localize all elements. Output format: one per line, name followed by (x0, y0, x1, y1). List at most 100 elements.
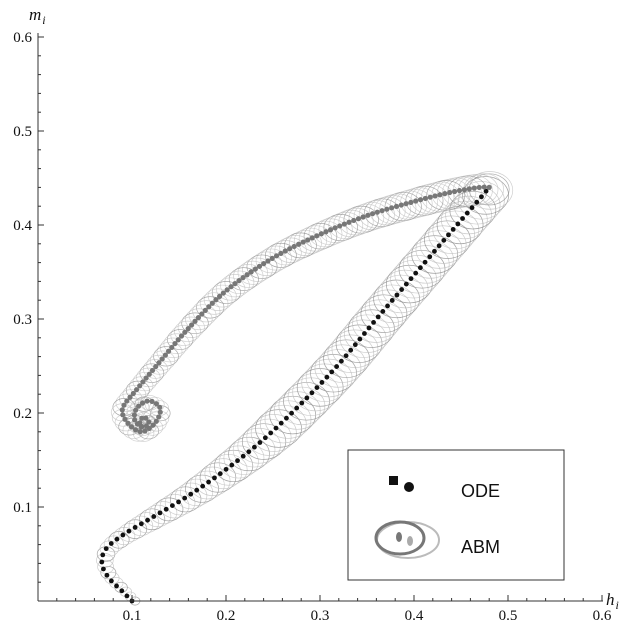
abm-ellipse (432, 210, 480, 250)
ode-point (137, 383, 143, 389)
abm-ellipse (402, 245, 450, 284)
ode-point (309, 235, 315, 241)
abm-ellipse (204, 458, 242, 490)
abm-ellipse (159, 493, 190, 519)
ode-point (374, 209, 380, 215)
ode-point (413, 270, 419, 276)
abm-ellipse (318, 344, 366, 383)
ode-point (403, 201, 409, 207)
ode-point (142, 428, 148, 434)
abm-ellipse (364, 289, 412, 328)
ode-point (135, 403, 142, 409)
ode-point (140, 379, 146, 385)
ode-point (172, 340, 178, 347)
ode-point (169, 503, 175, 508)
ode-point (120, 412, 126, 418)
ode-point (355, 216, 362, 222)
ode-point (432, 248, 437, 254)
ode-point (389, 298, 395, 303)
abm-ellipse (164, 490, 196, 516)
abm-ellipse (233, 264, 264, 288)
ode-point (262, 435, 268, 441)
abm-ellipse (203, 288, 233, 312)
ode-point (305, 237, 311, 243)
x-tick-label: 0.1 (123, 608, 142, 624)
ode-point (408, 276, 414, 282)
abm-legend-ellipse-mid (374, 520, 426, 556)
ode-point (460, 216, 465, 221)
ode-point (119, 588, 125, 594)
ode-point (182, 329, 188, 335)
ode-point (153, 418, 159, 424)
ode-point (103, 546, 109, 552)
abm-ellipse (328, 211, 364, 240)
abm-ellipse (343, 314, 391, 353)
abm-ellipse (149, 501, 178, 525)
ode-point (379, 208, 385, 214)
ode-legend-square-marker (389, 476, 398, 485)
ode-point (252, 444, 257, 450)
ode-point (153, 401, 159, 407)
ode-point (192, 318, 198, 324)
ode-point (341, 221, 348, 227)
ode-point (403, 281, 409, 287)
ode-point (375, 314, 381, 320)
ode-point (108, 578, 114, 584)
ode-point (380, 308, 386, 314)
ode-point (132, 427, 139, 433)
ode-point (156, 360, 162, 366)
ode-point (474, 199, 480, 205)
abm-ellipse (305, 358, 353, 398)
ode-point (124, 593, 130, 599)
abm-ellipse (436, 205, 484, 245)
ode-point (432, 193, 438, 199)
ode-series (99, 184, 492, 604)
ode-point (417, 265, 423, 271)
ode-point (442, 191, 448, 197)
ode-point (476, 184, 482, 191)
ode-point (327, 227, 334, 233)
ode-point (427, 254, 433, 260)
y-axis-label: mi (29, 5, 46, 27)
ode-point (182, 495, 188, 501)
ode-point (151, 514, 157, 519)
ode-point (195, 315, 202, 321)
ode-point (139, 415, 145, 421)
ode-point (133, 387, 140, 393)
ode-point (130, 390, 136, 397)
abm-ellipse (207, 284, 237, 308)
abm-ellipse (177, 316, 205, 338)
ode-point (314, 385, 320, 391)
abm-ellipse (348, 203, 385, 232)
ode-point (348, 347, 354, 353)
ode-point (156, 414, 162, 420)
abm-ellipse (255, 248, 288, 274)
y-tick-label: 0.6 (13, 30, 32, 46)
ode-point (450, 227, 456, 232)
ode-point (163, 506, 169, 512)
ode-point (369, 211, 376, 217)
ode-point (273, 425, 279, 431)
abm-ellipse (199, 292, 229, 315)
ode-point (346, 219, 352, 225)
abm-ellipse (214, 449, 254, 483)
abm-ellipse (232, 432, 276, 468)
ode-point (278, 250, 284, 256)
ode-point (284, 415, 289, 421)
ode-point (441, 237, 447, 243)
ode-point (362, 331, 367, 336)
ode-point (143, 415, 149, 421)
ode-point (287, 246, 293, 252)
ode-point (384, 206, 390, 212)
ode-point (169, 344, 175, 351)
ode-point (309, 390, 315, 396)
abm-ellipse (369, 284, 416, 324)
ode-point (338, 358, 344, 364)
ode-point (318, 231, 324, 237)
ode-point (324, 374, 330, 380)
ode-point (334, 364, 340, 369)
abm-ellipse (144, 504, 172, 528)
abm-ellipse (237, 427, 281, 464)
ode-point (188, 491, 194, 497)
